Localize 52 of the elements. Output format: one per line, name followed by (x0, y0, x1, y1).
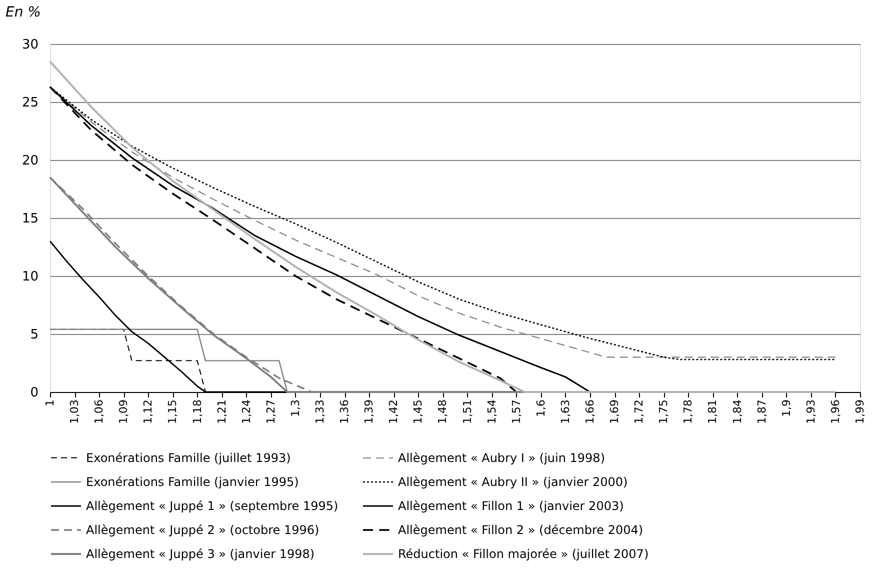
x-tick-label: 1,66 (584, 400, 596, 424)
x-tick-label: 1,42 (387, 400, 400, 424)
x-tick-label: 1,6 (534, 400, 548, 417)
legend-label: Allègement « Aubry I » (juin 1998) (398, 451, 605, 465)
x-tick-label: 1,78 (682, 400, 695, 424)
legend-label: Allègement « Juppé 2 » (octobre 1996) (86, 523, 320, 537)
x-tick-label: 1,03 (68, 400, 82, 424)
x-tick-label: 1,75 (657, 400, 670, 424)
x-tick-label: 1,33 (314, 400, 326, 424)
x-tick-label: 1,93 (804, 400, 818, 424)
x-tick-label: 1,39 (362, 400, 376, 424)
x-tick-label: 1,81 (706, 400, 720, 424)
y-tick-label: 30 (22, 38, 38, 52)
x-tick-label: 1,57 (510, 400, 523, 424)
x-tick-label: 1,09 (117, 400, 130, 424)
legend-label: Exonérations Famille (juillet 1993) (86, 450, 291, 465)
y-tick-label: 10 (22, 270, 38, 284)
x-tick-label: 1,3 (288, 400, 302, 417)
x-tick-label: 1,9 (780, 400, 793, 417)
x-tick-label: 1,99 (854, 400, 866, 424)
legend-label: Allègement « Aubry II » (janvier 2000) (398, 475, 628, 489)
x-tick-label: 1,84 (730, 400, 744, 424)
x-tick-label: 1,48 (436, 400, 450, 424)
legend-label: Allègement « Fillon 1 » (janvier 2003) (398, 499, 624, 513)
x-tick-label: 1,72 (632, 400, 646, 424)
x-tick-label: 1,54 (485, 400, 498, 424)
y-tick-label: 5 (30, 328, 38, 342)
legend-label: Réduction « Fillon majorée » (juillet 2007) (398, 547, 649, 561)
y-axis-title: En % (6, 4, 41, 20)
legend-label: Allègement « Juppé 1 » (septembre 1995) (86, 499, 338, 513)
x-tick-label: 1,51 (460, 400, 474, 424)
x-tick-label: 1,45 (412, 400, 425, 424)
x-tick-label: 1,27 (264, 400, 278, 424)
x-tick-label: 1,96 (828, 400, 842, 424)
y-tick-label: 20 (22, 154, 38, 168)
x-tick-label: 1,36 (338, 400, 352, 424)
legend-label: Allègement « Fillon 2 » (décembre 2004) (398, 523, 644, 537)
x-tick-label: 1,18 (190, 400, 204, 424)
x-tick-label: 1,24 (240, 400, 253, 424)
x-tick-label: 1,87 (755, 400, 768, 424)
x-tick-label: 1,69 (608, 400, 622, 424)
x-tick-label: 1,06 (92, 400, 106, 424)
x-tick-label: 1,63 (558, 400, 572, 424)
x-tick-label: 1,12 (142, 400, 155, 424)
y-tick-label: 15 (22, 212, 38, 226)
legend-label: Allègement « Juppé 3 » (janvier 1998) (86, 547, 315, 561)
y-tick-label: 0 (30, 386, 38, 400)
legend-label: Exonérations Famille (janvier 1995) (86, 475, 299, 489)
x-tick-label: 1 (44, 400, 56, 406)
y-tick-label: 25 (22, 96, 38, 110)
x-tick-label: 1,15 (166, 400, 180, 424)
x-tick-label: 1,21 (215, 400, 228, 424)
